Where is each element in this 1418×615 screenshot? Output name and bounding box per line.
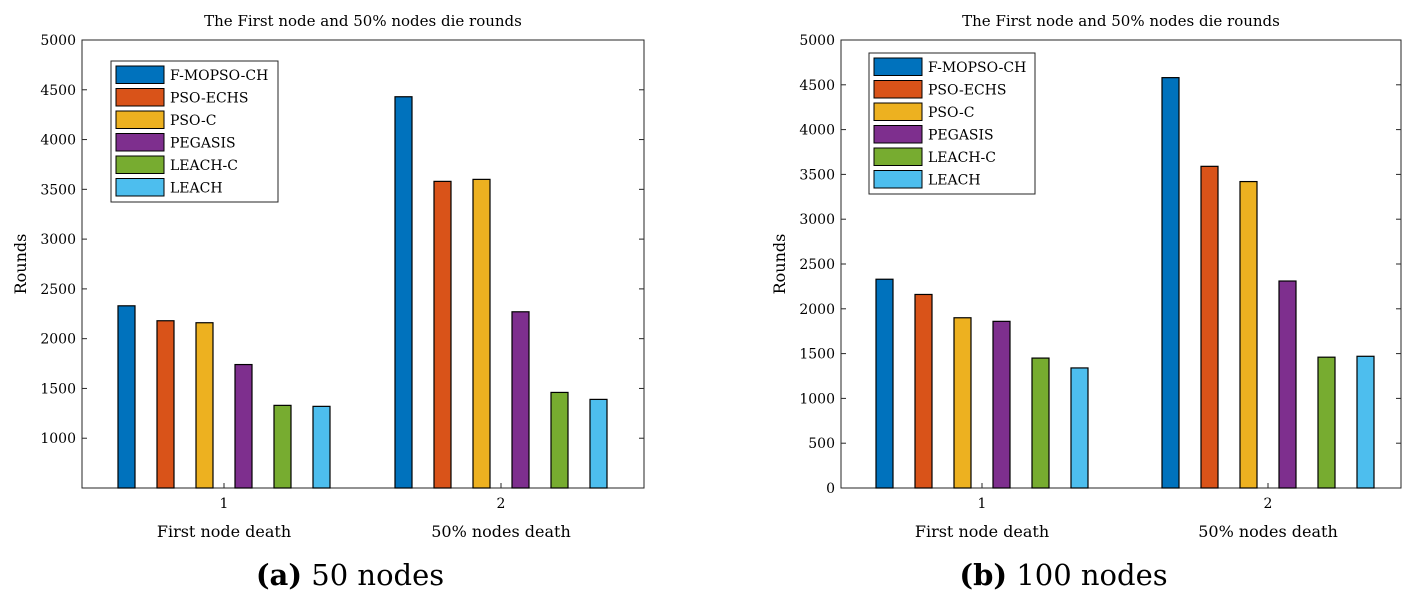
bar (394, 96, 413, 489)
caption-a: (a) 50 nodes (0, 558, 700, 592)
x-tick-label: 2 (1264, 496, 1273, 512)
bar (234, 363, 253, 489)
y-tick-label: 2000 (40, 332, 76, 348)
bar (875, 278, 894, 489)
bar (589, 398, 608, 489)
y-tick-label: 5000 (40, 33, 76, 49)
legend-swatch (873, 102, 923, 121)
legend-label: PEGASIS (170, 136, 236, 152)
legend-swatch (873, 57, 923, 76)
legend-label: LEACH-C (928, 150, 996, 166)
legend-swatch (873, 125, 923, 144)
x-tick-label: 2 (497, 496, 506, 512)
bar (1356, 355, 1375, 489)
bar (550, 391, 569, 489)
bar (156, 320, 175, 489)
y-tick-label: 1000 (40, 431, 76, 447)
y-tick-label: 4000 (40, 133, 76, 149)
legend-label: LEACH (928, 173, 981, 189)
legend-label: PSO-ECHS (170, 91, 248, 107)
bar (1031, 357, 1050, 489)
chart-title: The First node and 50% nodes die rounds (204, 12, 522, 30)
bar (1317, 356, 1336, 489)
y-tick-label: 4500 (799, 78, 835, 94)
plot-area-frame (81, 39, 645, 489)
caption-b-text: 100 nodes (1016, 558, 1168, 592)
legend-label: PSO-C (928, 105, 974, 121)
x-tick-label: 1 (978, 496, 987, 512)
legend-swatch (873, 170, 923, 189)
chart-title: The First node and 50% nodes die rounds (962, 12, 1280, 30)
legend-label: F-MOPSO-CH (170, 68, 268, 84)
bar (992, 320, 1011, 489)
caption-a-letter: (a) (255, 558, 303, 592)
y-tick-label: 5000 (799, 33, 835, 49)
y-tick-label: 3500 (40, 182, 76, 198)
legend-swatch (115, 65, 165, 84)
bar (1239, 180, 1258, 489)
chart-panel-b: The First node and 50% nodes die rounds 0… (709, 0, 1418, 615)
y-tick-label: 4500 (40, 83, 76, 99)
y-tick-label: 4000 (799, 123, 835, 139)
bar (953, 317, 972, 489)
bar (195, 322, 214, 489)
bar (1200, 165, 1219, 489)
y-tick-label: 2500 (799, 257, 835, 273)
chart-panel-a: The First node and 50% nodes die rounds 1… (0, 0, 700, 615)
caption-b-letter: (b) (959, 558, 1008, 592)
y-tick-label: 2500 (40, 282, 76, 298)
legend-swatch (873, 147, 923, 166)
y-axis-label: Rounds (11, 234, 30, 295)
bar (273, 404, 292, 489)
y-tick-label: 1000 (799, 391, 835, 407)
legend-label: PEGASIS (928, 128, 994, 144)
bar (1161, 77, 1180, 489)
y-tick-label: 0 (826, 481, 835, 497)
y-tick-label: 500 (808, 436, 835, 452)
legend-swatch (115, 88, 165, 107)
chart-b: The First node and 50% nodes die rounds 0… (770, 12, 1402, 541)
x-category-label: 50% nodes death (431, 522, 571, 541)
x-category-label: First node death (157, 522, 291, 541)
bar (1070, 367, 1089, 489)
bar (433, 180, 452, 489)
legend-swatch (115, 133, 165, 152)
legend-swatch (115, 110, 165, 129)
y-tick-label: 3000 (799, 212, 835, 228)
y-tick-label: 1500 (799, 347, 835, 363)
bar (1278, 280, 1297, 489)
y-axis-label: Rounds (770, 234, 789, 295)
caption-a-text: 50 nodes (311, 558, 445, 592)
legend-label: F-MOPSO-CH (928, 60, 1026, 76)
legend-swatch (115, 155, 165, 174)
bar (472, 178, 491, 489)
legend-label: LEACH-C (170, 158, 238, 174)
bar (312, 405, 331, 489)
bar (511, 311, 530, 489)
legend-box (110, 60, 279, 203)
y-tick-label: 2000 (799, 302, 835, 318)
legend-swatch (873, 80, 923, 99)
chart-a: The First node and 50% nodes die rounds 1… (11, 12, 645, 541)
legend-label: PSO-C (170, 113, 216, 129)
legend-swatch (115, 178, 165, 197)
legend-label: LEACH (170, 181, 223, 197)
x-category-label: 50% nodes death (1198, 522, 1338, 541)
y-tick-label: 1500 (40, 381, 76, 397)
y-tick-label: 3000 (40, 232, 76, 248)
caption-b: (b) 100 nodes (709, 558, 1418, 592)
bar (914, 293, 933, 489)
bar (117, 305, 136, 489)
y-tick-label: 3500 (799, 167, 835, 183)
x-tick-label: 1 (220, 496, 229, 512)
x-category-label: First node death (915, 522, 1049, 541)
legend-label: PSO-ECHS (928, 83, 1006, 99)
